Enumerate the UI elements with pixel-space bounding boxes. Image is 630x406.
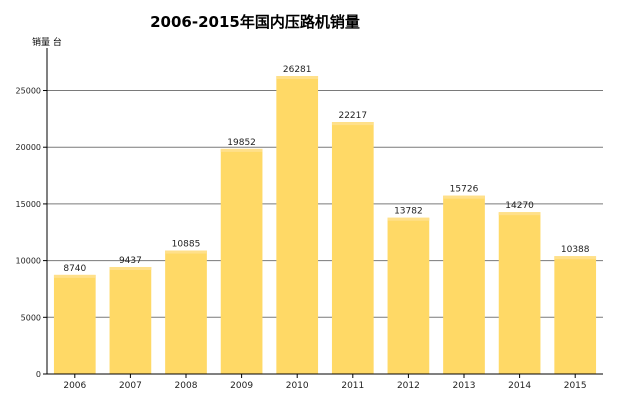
- bar-2006: [53, 274, 96, 374]
- y-tick-label-25000: 25000: [16, 87, 41, 96]
- y-tick-label-15000: 15000: [16, 200, 41, 209]
- bar-2011: [331, 122, 374, 374]
- data-label-2008: 10885: [172, 240, 201, 250]
- data-label-2012: 13782: [394, 207, 423, 217]
- data-label-2013: 15726: [450, 185, 479, 195]
- x-tick-label-2006: 2006: [63, 381, 86, 391]
- x-tick-label-2011: 2011: [341, 381, 364, 391]
- bar-2012: [387, 217, 430, 374]
- y-tick-label-5000: 5000: [21, 313, 41, 322]
- bar-2007: [109, 266, 152, 374]
- bar-2010: [276, 75, 319, 375]
- x-tick-label-2007: 2007: [119, 381, 142, 391]
- bar-top-2015: [554, 256, 597, 260]
- x-tick-label-2012: 2012: [397, 381, 420, 391]
- bars: [53, 75, 597, 375]
- data-label-2010: 26281: [283, 65, 312, 75]
- x-tick-label-2013: 2013: [453, 381, 476, 391]
- bar-top-2007: [109, 266, 152, 270]
- data-label-2007: 9437: [119, 256, 142, 266]
- data-labels: 8740 9437 10885 19852 26281 22217 13782 15726 14…: [63, 65, 589, 274]
- y-tick-label-20000: 20000: [16, 143, 41, 152]
- bar-top-2009: [220, 148, 263, 152]
- bar-2014: [498, 212, 541, 374]
- data-label-2014: 14270: [505, 201, 534, 211]
- bar-top-2006: [53, 274, 96, 278]
- bar-top-2008: [165, 250, 207, 254]
- data-label-2006: 8740: [63, 264, 86, 274]
- x-tick-label-2008: 2008: [175, 381, 198, 391]
- x-tick-label-2009: 2009: [230, 381, 253, 391]
- bar-top-2011: [331, 122, 374, 126]
- bar-2008: [165, 250, 207, 374]
- x-tick-label-2010: 2010: [286, 381, 309, 391]
- bar-top-2012: [387, 217, 430, 221]
- axes: 0 5000 10000 15000 20000 25000 2006 2007 2008 200…: [16, 48, 603, 391]
- data-label-2011: 22217: [338, 111, 367, 121]
- x-tick-label-2014: 2014: [508, 381, 531, 391]
- bar-2015: [554, 256, 597, 374]
- data-label-2009: 19852: [227, 138, 256, 148]
- bar-top-2013: [443, 195, 485, 199]
- y-axis-label: 销量 台: [32, 36, 62, 48]
- bar-2009: [220, 148, 263, 374]
- bar-top-2010: [276, 75, 319, 79]
- y-tick-label-0: 0: [36, 370, 41, 379]
- chart-title: 2006-2015年国内压路机销量: [150, 13, 360, 31]
- y-tick-label-10000: 10000: [16, 257, 41, 266]
- x-tick-label-2015: 2015: [564, 381, 587, 391]
- bar-2013: [443, 195, 485, 374]
- bar-top-2014: [498, 212, 541, 216]
- data-label-2015: 10388: [561, 245, 590, 255]
